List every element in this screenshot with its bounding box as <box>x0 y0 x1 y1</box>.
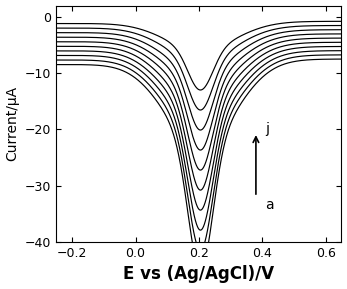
Text: j: j <box>265 123 269 136</box>
Text: a: a <box>265 199 274 212</box>
X-axis label: E vs (Ag/AgCl)/V: E vs (Ag/AgCl)/V <box>123 265 274 284</box>
Y-axis label: Current/μA: Current/μA <box>6 86 19 161</box>
